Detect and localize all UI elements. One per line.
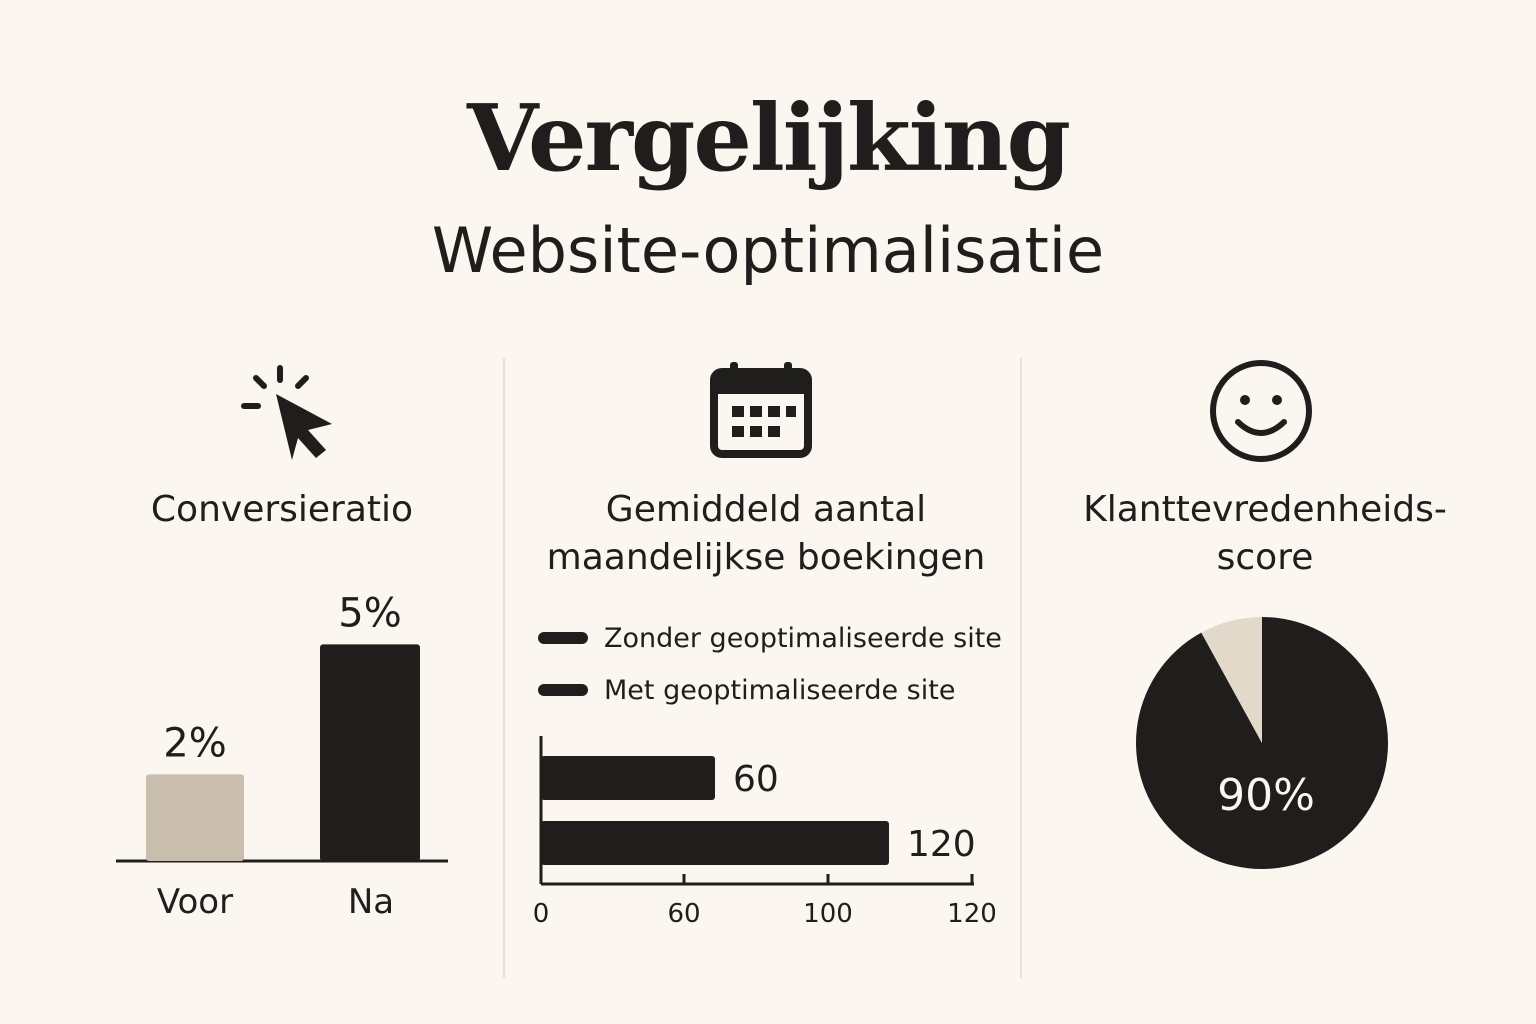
pie-slice-1 xyxy=(1201,617,1262,743)
smiley-icon xyxy=(1210,360,1312,462)
legend-label-with: Met geoptimaliseerde site xyxy=(604,674,956,706)
divider-left xyxy=(503,358,505,978)
page-title: Vergelijking xyxy=(467,84,1071,192)
bookings-value-label-0: 60 xyxy=(733,759,779,800)
bookings-title-line1: Gemiddeld aantal xyxy=(605,489,927,530)
bookings-bar-1 xyxy=(541,821,889,865)
conversion-title: Conversieratio xyxy=(150,489,414,530)
divider-right xyxy=(1020,358,1022,978)
conversion-value-label-voor: 2% xyxy=(163,720,226,766)
pie-center-label: 90% xyxy=(1217,770,1315,821)
cursor-click-icon xyxy=(241,365,332,460)
conversion-category-label-voor: Voor xyxy=(157,882,233,922)
page-subtitle: Website-optimalisatie xyxy=(431,214,1105,287)
conversion-bar-voor xyxy=(146,774,244,861)
bookings-x-tick-label: 60 xyxy=(667,899,700,929)
bookings-x-tick-label: 120 xyxy=(947,899,997,929)
legend-item-with: Met geoptimaliseerde site xyxy=(538,670,955,710)
legend-swatch-with xyxy=(538,684,588,696)
conversion-bar-na xyxy=(320,644,420,861)
satisfaction-title: Klanttevredenheids- score xyxy=(1030,486,1500,582)
legend-item-without: Zonder geoptimaliseerde site xyxy=(538,618,1002,658)
legend-swatch-without xyxy=(538,632,588,644)
bookings-title-line2: maandelijkse boekingen xyxy=(546,537,986,578)
satisfaction-title-line2: score xyxy=(1216,537,1314,578)
bookings-bar-0 xyxy=(541,756,715,800)
bookings-value-label-1: 120 xyxy=(907,824,976,865)
pie-slice-0 xyxy=(1136,617,1389,870)
legend-label-without: Zonder geoptimaliseerde site xyxy=(604,622,1002,654)
satisfaction-title-line1: Klanttevredenheids- xyxy=(1083,489,1447,530)
bookings-x-tick-label: 0 xyxy=(533,899,550,929)
conversion-category-label-na: Na xyxy=(348,882,394,922)
conversion-value-label-na: 5% xyxy=(338,590,401,636)
calendar-icon xyxy=(710,362,812,458)
bookings-x-tick-label: 100 xyxy=(803,899,853,929)
bookings-title: Gemiddeld aantal maandelijkse boekingen xyxy=(510,486,1022,582)
